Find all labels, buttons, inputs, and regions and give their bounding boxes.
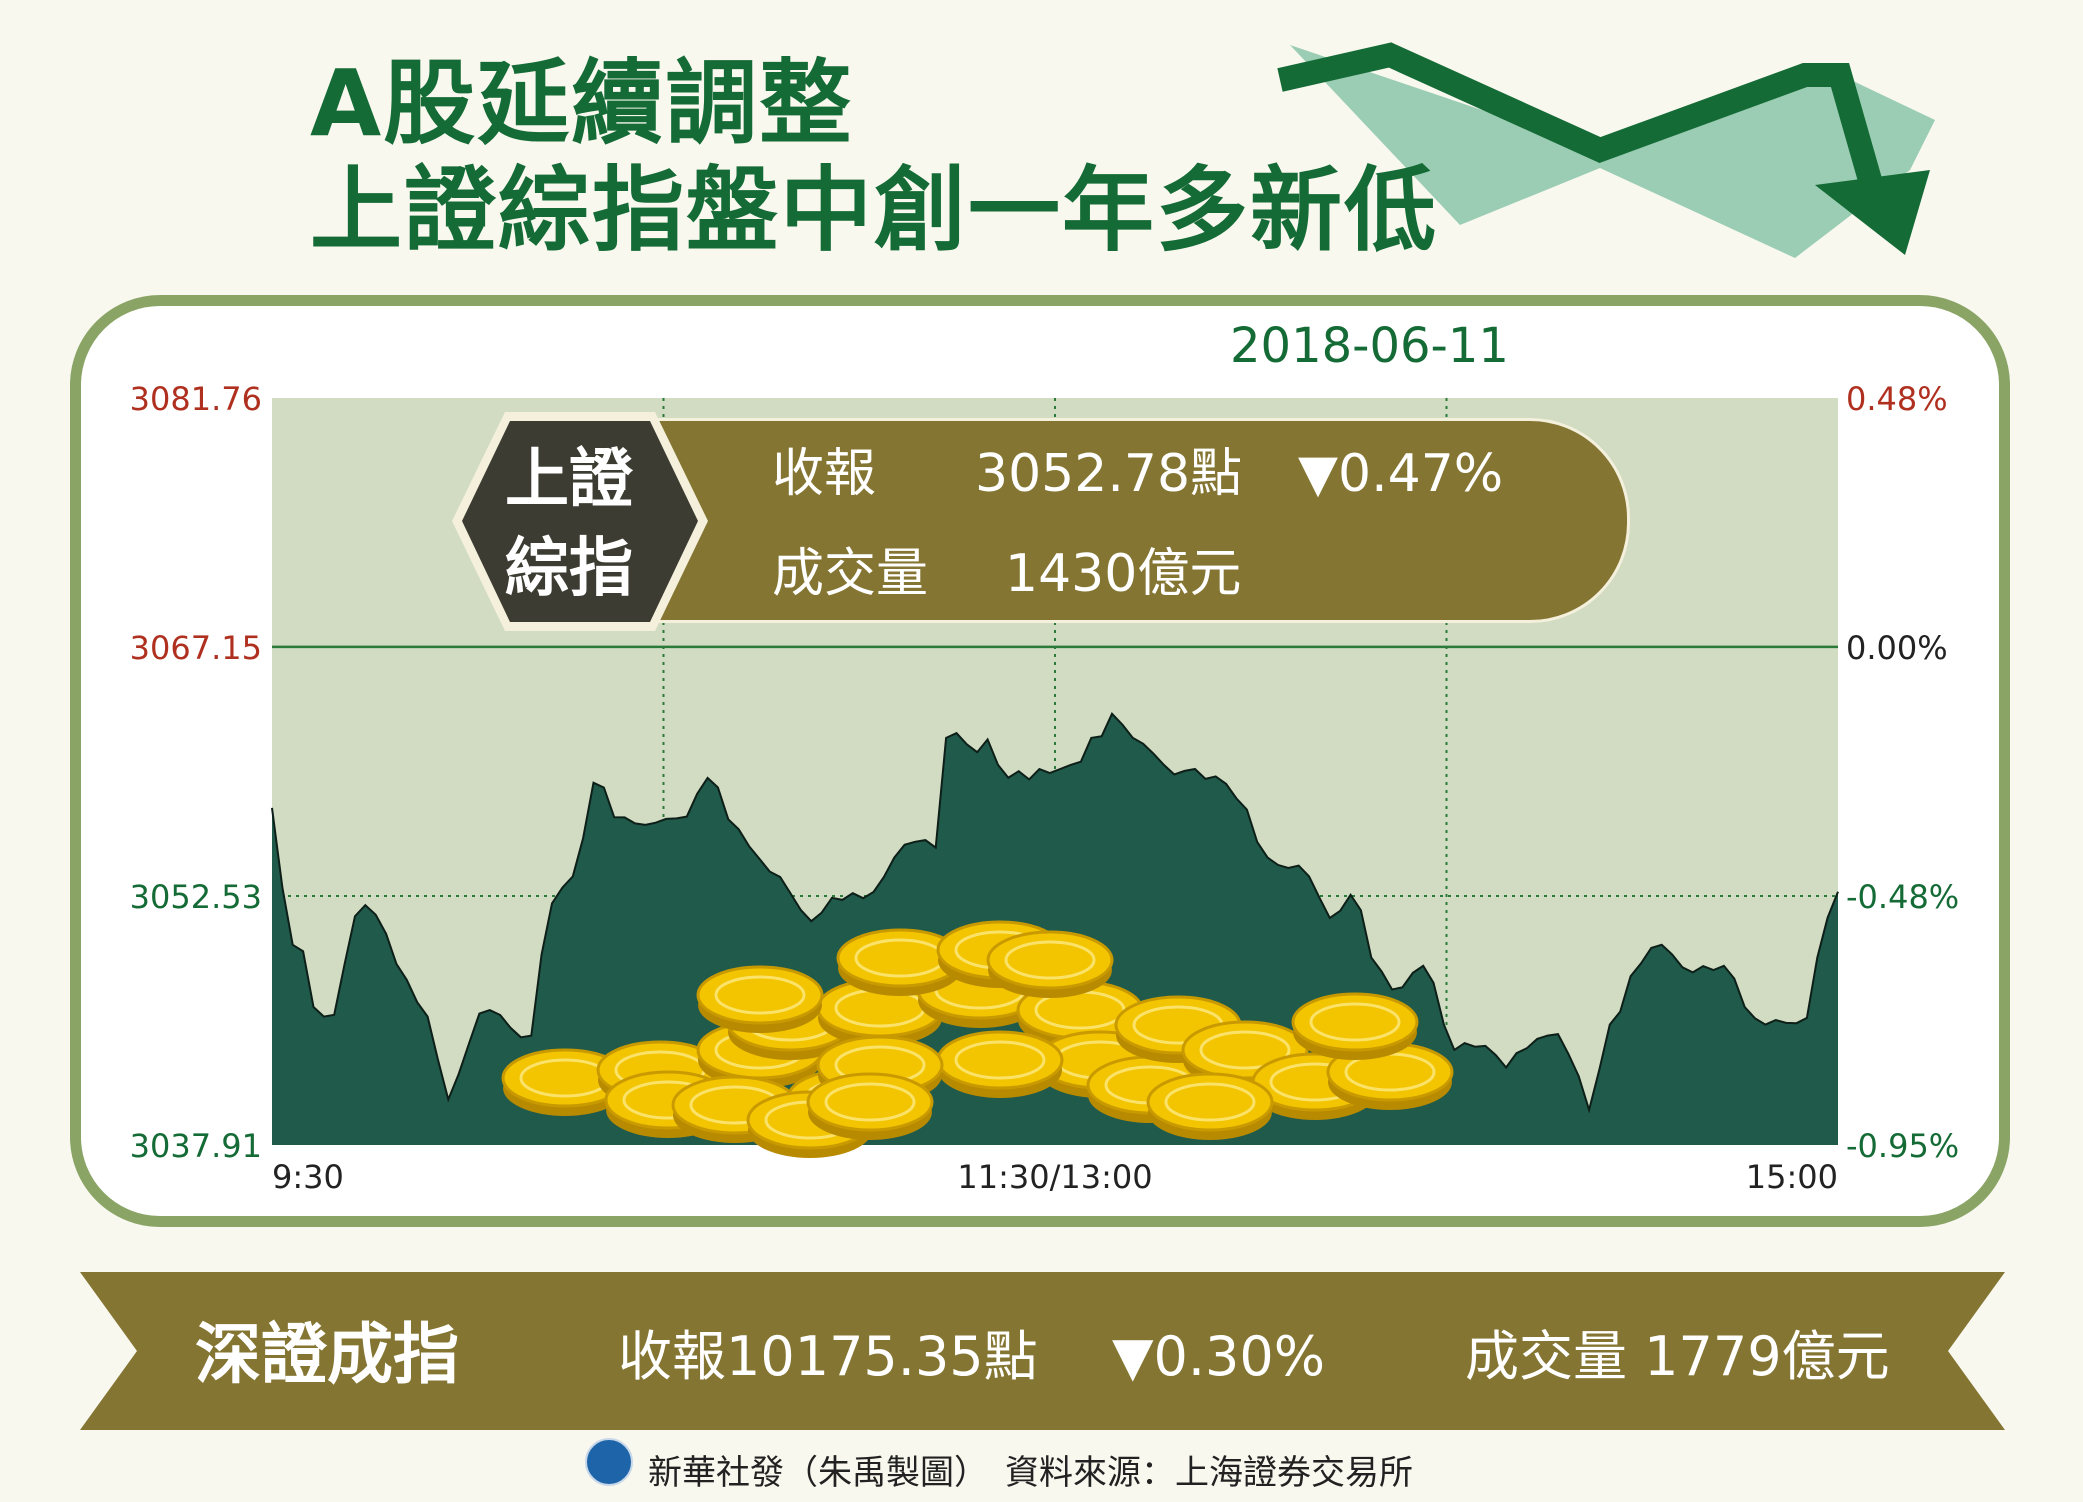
- badge-line-2: 綜指: [505, 532, 633, 606]
- footer-credit: 新華社發（朱禹製圖） 資料來源：上海證券交易所: [648, 1453, 1413, 1493]
- gold-coin-icon: [1326, 1042, 1454, 1110]
- gold-coins-icon: [501, 920, 1454, 1158]
- shenzhen-volume: 成交量 1779億元: [1465, 1325, 1890, 1388]
- shanghai-index-chart: 3081.76 3067.15 3052.53 3037.91 0.48% 0.00% -0…: [130, 380, 1960, 1196]
- gold-coin-icon: [806, 1072, 934, 1140]
- index-line: [271, 712, 1839, 1114]
- shenzhen-close: 收報10175.35點: [618, 1325, 1038, 1388]
- y-tick-right: 0.00%: [1846, 629, 1948, 667]
- y-tick-left: 3052.53: [130, 878, 262, 916]
- x-tick-label: 15:00: [1746, 1158, 1838, 1196]
- title-line-1: A股延續調整: [310, 50, 854, 157]
- gold-coin-icon: [696, 965, 824, 1033]
- y-tick-left: 3067.15: [130, 629, 262, 667]
- x-tick-label: 11:30/13:00: [957, 1158, 1152, 1196]
- shenzhen-name: 深證成指: [195, 1316, 459, 1393]
- xinhua-logo-icon: [585, 1438, 633, 1486]
- index-area: [272, 713, 1838, 1145]
- x-tick-label: 9:30: [272, 1158, 344, 1196]
- badge-line-1: 上證: [505, 443, 633, 517]
- y-tick-right: 0.48%: [1846, 380, 1948, 418]
- y-tick-right: -0.95%: [1846, 1127, 1959, 1165]
- y-tick-left: 3037.91: [130, 1127, 262, 1165]
- volume-label: 成交量: [772, 544, 929, 604]
- gold-coin-icon: [1146, 1072, 1274, 1140]
- downtrend-arrow-icon: [1277, 42, 1935, 258]
- shanghai-info-box: [620, 418, 1630, 623]
- chart-date: 2018-06-11: [1230, 318, 1509, 374]
- close-label: 收報: [772, 444, 877, 504]
- change-value: ▼0.47%: [1298, 444, 1504, 504]
- volume-value: 1430億元: [1005, 544, 1242, 604]
- hexagon-badge: [452, 412, 708, 631]
- close-value: 3052.78點: [975, 444, 1243, 504]
- y-tick-left: 3081.76: [130, 380, 262, 418]
- y-tick-right: -0.48%: [1846, 878, 1959, 916]
- gold-coin-icon: [936, 1030, 1064, 1098]
- title-line-2: 上證綜指盤中創一年多新低: [310, 157, 1439, 264]
- shenzhen-change: ▼0.30%: [1112, 1325, 1326, 1388]
- gold-coin-icon: [986, 930, 1114, 998]
- gold-coin-icon: [1291, 992, 1419, 1060]
